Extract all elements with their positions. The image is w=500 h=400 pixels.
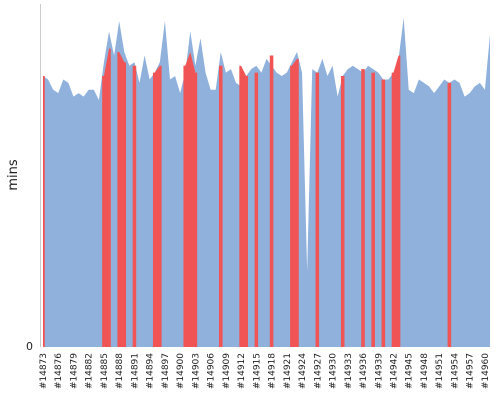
x-tick-layer: #14873 #14876 #14879 #14882 #14885 #14888 #148… <box>39 353 491 389</box>
red-spike-7 <box>239 65 248 348</box>
red-spike-2 <box>117 52 127 348</box>
series-layer <box>43 17 490 348</box>
red-spike-15 <box>381 79 386 348</box>
y-tick-label-0: 0 <box>26 340 33 353</box>
x-tick-label: #14918 <box>268 353 278 389</box>
red-spike-10 <box>290 58 299 347</box>
red-spike-11 <box>315 72 320 347</box>
y-axis-label: mins <box>6 159 21 191</box>
x-tick-label: #14936 <box>359 353 369 389</box>
x-tick-label: #14909 <box>222 353 232 389</box>
x-tick-label: #14894 <box>146 353 156 389</box>
red-spike-17 <box>447 82 452 347</box>
x-tick-label: #14903 <box>191 353 201 389</box>
red-spike-6 <box>219 65 223 348</box>
red-spike-9 <box>269 55 274 347</box>
x-tick-label: #14885 <box>100 353 110 389</box>
x-tick-label: #14882 <box>85 353 95 389</box>
red-spike-3 <box>132 65 137 348</box>
x-tick-label: #14879 <box>69 353 79 389</box>
red-spike-1 <box>102 48 111 348</box>
red-spike-0 <box>43 76 45 347</box>
x-tick-label: #14924 <box>298 353 308 389</box>
x-tick-label: #14873 <box>39 353 49 389</box>
x-tick-label: #14954 <box>450 353 460 389</box>
x-tick-label: #14891 <box>130 353 140 389</box>
x-tick-label: #14939 <box>374 353 384 389</box>
x-tick-label: #14927 <box>313 353 323 389</box>
x-tick-label: #14930 <box>329 353 339 389</box>
x-tick-label: #14921 <box>283 353 293 389</box>
x-tick-label: #14876 <box>54 353 64 389</box>
x-tick-label: #14942 <box>389 353 399 389</box>
x-tick-label: #14945 <box>405 353 415 389</box>
x-tick-label: #14957 <box>466 353 476 389</box>
red-spike-14 <box>371 72 375 347</box>
x-tick-label: #14912 <box>237 353 247 389</box>
x-tick-label: #14900 <box>176 353 186 389</box>
x-tick-label: #14888 <box>115 353 125 389</box>
x-tick-label: #14933 <box>344 353 354 389</box>
red-spike-8 <box>254 72 259 347</box>
red-spike-12 <box>340 76 345 347</box>
x-tick-label: #14960 <box>481 353 491 389</box>
x-tick-label: #14915 <box>252 353 262 389</box>
red-spike-13 <box>361 69 365 348</box>
red-spike-16 <box>391 55 401 347</box>
red-spike-5 <box>183 52 198 348</box>
x-tick-label: #14906 <box>207 353 217 389</box>
x-tick-label: #14951 <box>435 353 445 389</box>
red-spike-4 <box>152 65 162 348</box>
x-tick-label: #14897 <box>161 353 171 389</box>
x-tick-label: #14948 <box>420 353 430 389</box>
